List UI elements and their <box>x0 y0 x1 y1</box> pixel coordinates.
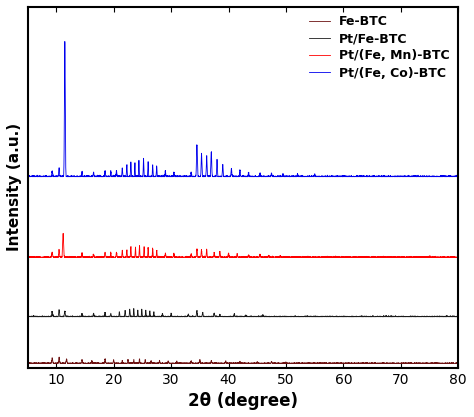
Pt/Fe-BTC <box>103 314 109 319</box>
Line: Pt/Fe-BTC: Pt/Fe-BTC <box>27 309 458 317</box>
Pt/Fe-BTC <box>25 314 30 319</box>
Fe-BTC <box>56 354 62 359</box>
Pt/Fe-BTC <box>346 314 352 319</box>
X-axis label: 2θ (degree): 2θ (degree) <box>188 392 298 410</box>
Pt/Fe-BTC <box>131 306 137 311</box>
Fe-BTC <box>190 360 195 365</box>
Pt/(Fe, Mn)-BTC <box>60 231 66 236</box>
Fe-BTC <box>346 361 352 366</box>
Pt/Fe-BTC <box>456 313 461 318</box>
Pt/(Fe, Mn)-BTC <box>346 254 352 259</box>
Pt/Fe-BTC <box>379 314 385 319</box>
Pt/Fe-BTC <box>283 314 289 319</box>
Line: Pt/(Fe, Mn)-BTC: Pt/(Fe, Mn)-BTC <box>27 234 458 257</box>
Pt/Fe-BTC <box>305 314 310 319</box>
Fe-BTC <box>103 360 109 365</box>
Pt/(Fe, Co)-BTC <box>25 174 30 179</box>
Pt/(Fe, Co)-BTC <box>305 174 310 179</box>
Pt/(Fe, Mn)-BTC <box>379 254 385 259</box>
Fe-BTC <box>283 360 289 365</box>
Pt/(Fe, Mn)-BTC <box>25 255 30 260</box>
Y-axis label: Intensity (a.u.): Intensity (a.u.) <box>7 123 22 251</box>
Fe-BTC <box>456 361 461 366</box>
Pt/(Fe, Co)-BTC <box>62 39 68 44</box>
Pt/Fe-BTC <box>25 314 30 319</box>
Line: Fe-BTC: Fe-BTC <box>27 357 458 363</box>
Legend: Fe-BTC, Pt/Fe-BTC, Pt/(Fe, Mn)-BTC, Pt/(Fe, Co)-BTC: Fe-BTC, Pt/Fe-BTC, Pt/(Fe, Mn)-BTC, Pt/(… <box>304 10 455 84</box>
Pt/(Fe, Co)-BTC <box>103 174 109 179</box>
Pt/(Fe, Co)-BTC <box>379 174 385 179</box>
Pt/(Fe, Co)-BTC <box>456 174 461 179</box>
Fe-BTC <box>305 360 310 365</box>
Line: Pt/(Fe, Co)-BTC: Pt/(Fe, Co)-BTC <box>27 41 458 177</box>
Fe-BTC <box>25 361 30 366</box>
Pt/(Fe, Mn)-BTC <box>305 254 310 259</box>
Fe-BTC <box>379 361 385 366</box>
Pt/(Fe, Mn)-BTC <box>190 255 195 260</box>
Pt/Fe-BTC <box>190 313 195 318</box>
Pt/(Fe, Mn)-BTC <box>283 255 289 260</box>
Fe-BTC <box>25 361 31 366</box>
Pt/(Fe, Mn)-BTC <box>456 255 461 260</box>
Pt/(Fe, Co)-BTC <box>346 174 352 179</box>
Pt/(Fe, Co)-BTC <box>283 174 289 179</box>
Pt/(Fe, Mn)-BTC <box>25 254 30 259</box>
Pt/(Fe, Co)-BTC <box>190 174 195 179</box>
Pt/(Fe, Co)-BTC <box>25 174 30 179</box>
Pt/(Fe, Mn)-BTC <box>103 255 109 260</box>
